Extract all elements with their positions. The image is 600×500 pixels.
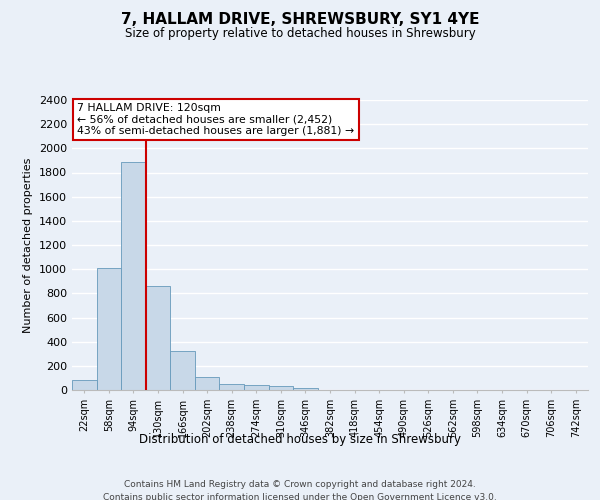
Bar — [72, 380, 97, 390]
Bar — [293, 388, 318, 390]
Y-axis label: Number of detached properties: Number of detached properties — [23, 158, 34, 332]
Text: Size of property relative to detached houses in Shrewsbury: Size of property relative to detached ho… — [125, 28, 475, 40]
Bar — [146, 286, 170, 390]
Bar — [269, 386, 293, 390]
Text: 7, HALLAM DRIVE, SHREWSBURY, SY1 4YE: 7, HALLAM DRIVE, SHREWSBURY, SY1 4YE — [121, 12, 479, 28]
Bar — [121, 162, 146, 390]
Text: Contains HM Land Registry data © Crown copyright and database right 2024.: Contains HM Land Registry data © Crown c… — [124, 480, 476, 489]
Bar — [170, 352, 195, 390]
Text: Distribution of detached houses by size in Shrewsbury: Distribution of detached houses by size … — [139, 432, 461, 446]
Bar — [244, 384, 269, 390]
Bar — [97, 268, 121, 390]
Text: Contains public sector information licensed under the Open Government Licence v3: Contains public sector information licen… — [103, 492, 497, 500]
Text: 7 HALLAM DRIVE: 120sqm
← 56% of detached houses are smaller (2,452)
43% of semi-: 7 HALLAM DRIVE: 120sqm ← 56% of detached… — [77, 103, 354, 136]
Bar — [195, 376, 220, 390]
Bar — [220, 384, 244, 390]
